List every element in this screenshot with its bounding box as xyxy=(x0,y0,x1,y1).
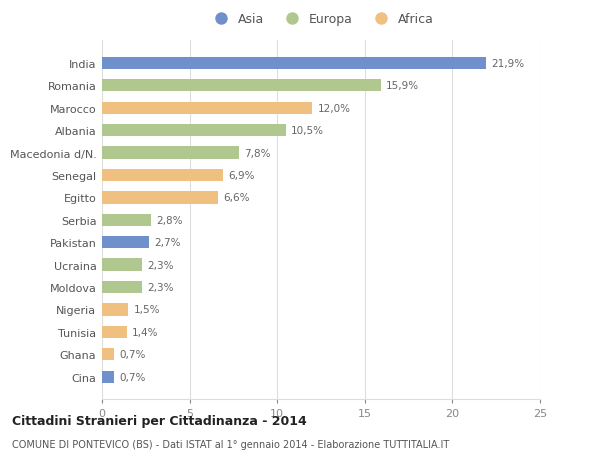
Bar xyxy=(102,214,151,226)
Bar xyxy=(102,57,485,70)
Bar xyxy=(102,192,218,204)
Text: COMUNE DI PONTEVICO (BS) - Dati ISTAT al 1° gennaio 2014 - Elaborazione TUTTITAL: COMUNE DI PONTEVICO (BS) - Dati ISTAT al… xyxy=(12,440,449,449)
Bar xyxy=(102,259,142,271)
Text: 2,8%: 2,8% xyxy=(157,215,183,225)
Legend: Asia, Europa, Africa: Asia, Europa, Africa xyxy=(203,8,439,31)
Text: 21,9%: 21,9% xyxy=(491,59,524,69)
Bar xyxy=(102,348,114,361)
Text: 6,6%: 6,6% xyxy=(223,193,250,203)
Text: 12,0%: 12,0% xyxy=(317,103,350,113)
Text: 6,9%: 6,9% xyxy=(228,171,254,180)
Text: 2,7%: 2,7% xyxy=(155,238,181,248)
Text: 15,9%: 15,9% xyxy=(386,81,419,91)
Text: Cittadini Stranieri per Cittadinanza - 2014: Cittadini Stranieri per Cittadinanza - 2… xyxy=(12,414,307,428)
Bar xyxy=(102,371,114,383)
Text: 7,8%: 7,8% xyxy=(244,148,271,158)
Text: 1,5%: 1,5% xyxy=(134,305,160,315)
Bar xyxy=(102,326,127,338)
Text: 1,4%: 1,4% xyxy=(132,327,158,337)
Text: 10,5%: 10,5% xyxy=(291,126,324,136)
Text: 0,7%: 0,7% xyxy=(119,350,146,359)
Text: 2,3%: 2,3% xyxy=(148,260,174,270)
Bar xyxy=(102,125,286,137)
Bar xyxy=(102,80,380,92)
Bar xyxy=(102,304,128,316)
Bar xyxy=(102,281,142,294)
Bar xyxy=(102,169,223,182)
Bar xyxy=(102,236,149,249)
Bar xyxy=(102,147,239,159)
Text: 0,7%: 0,7% xyxy=(119,372,146,382)
Text: 2,3%: 2,3% xyxy=(148,282,174,292)
Bar xyxy=(102,102,312,115)
